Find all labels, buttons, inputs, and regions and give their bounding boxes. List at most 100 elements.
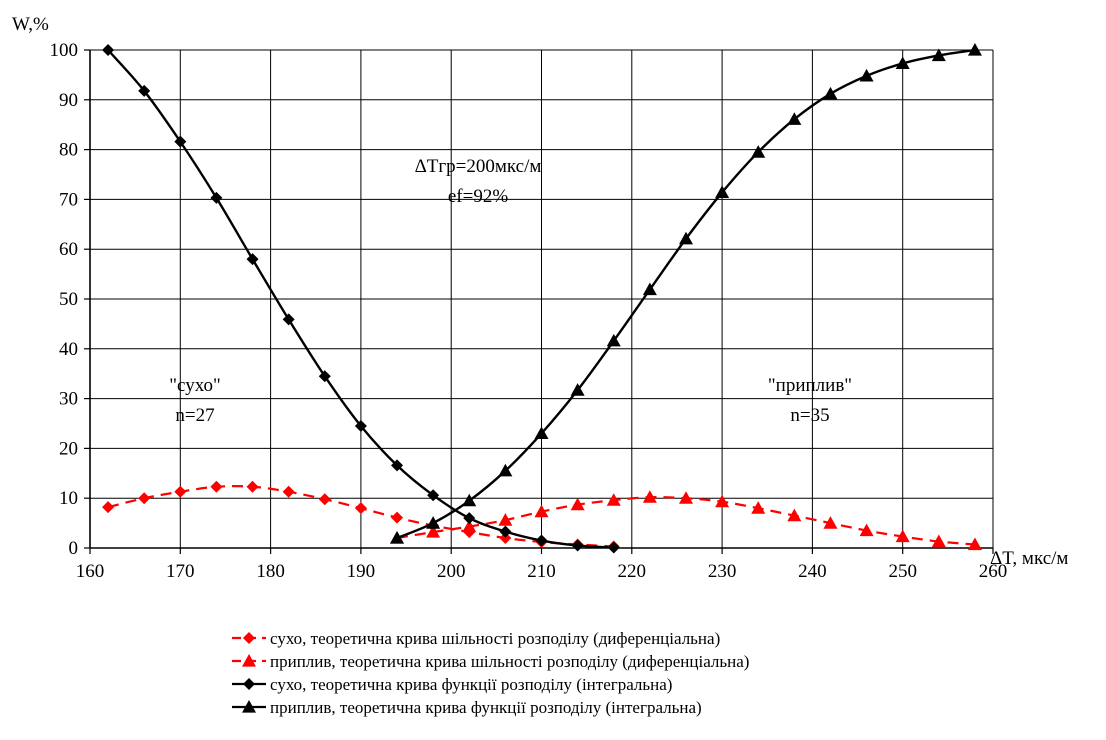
data-point-inflow-density	[895, 529, 910, 543]
y-tick-label: 80	[59, 140, 78, 161]
data-point-inflow-cumulative	[534, 426, 549, 440]
y-tick-labels: 0 10 20 30 40 50 60 70 80 90 100	[50, 40, 79, 559]
x-tick-labels: 160 170 180 190 200 210 220 230 240 250 260	[76, 561, 1008, 582]
data-point-dry-cumulative	[282, 313, 295, 326]
data-point-dry-density	[246, 480, 259, 493]
grid-lines	[90, 49, 994, 548]
x-tick-label: 160	[76, 561, 105, 582]
x-tick-label: 210	[527, 561, 556, 582]
data-point-dry-density	[102, 501, 115, 514]
inflow-zone-label: "приплив"	[768, 375, 852, 396]
y-tick-label: 40	[59, 339, 78, 360]
x-tick-label: 250	[888, 561, 917, 582]
data-point-inflow-density	[642, 490, 657, 503]
data-point-inflow-cumulative	[462, 493, 477, 507]
series-dry-cumulative	[102, 44, 620, 554]
x-tick-label: 180	[256, 561, 285, 582]
data-point-inflow-density	[823, 516, 838, 529]
data-point-dry-cumulative	[607, 541, 620, 554]
data-point-dry-cumulative	[138, 84, 151, 97]
data-point-dry-cumulative	[318, 370, 331, 383]
data-point-dry-cumulative	[246, 253, 259, 266]
series-line-dry-cumulative	[107, 49, 614, 549]
legend-label: сухо, теоретична крива шільності розподі…	[270, 629, 720, 648]
axes	[84, 49, 994, 554]
y-tick-label: 30	[59, 389, 78, 410]
data-point-dry-density	[138, 492, 151, 505]
data-point-dry-density	[318, 493, 331, 506]
x-tick-label: 260	[979, 561, 1008, 582]
data-point-inflow-density	[967, 537, 982, 551]
data-point-dry-cumulative	[427, 489, 440, 502]
legend-label: приплив, теоретична крива функції розпод…	[270, 698, 702, 717]
legend: сухо, теоретична крива шільності розподі…	[232, 629, 749, 717]
inflow-zone-count: n=35	[790, 405, 829, 426]
data-point-dry-density	[354, 502, 367, 515]
data-point-inflow-density	[462, 519, 477, 533]
y-tick-label: 50	[59, 289, 78, 310]
data-point-inflow-density	[931, 534, 946, 548]
data-point-inflow-density	[678, 491, 693, 504]
data-point-inflow-density	[751, 501, 766, 514]
legend-label: приплив, теоретична крива шільності розп…	[270, 652, 749, 671]
y-tick-label: 100	[50, 40, 79, 61]
legend-item-dry-density: сухо, теоретична крива шільності розподі…	[232, 629, 720, 648]
series-line-inflow-density	[396, 496, 976, 546]
data-point-inflow-cumulative	[751, 145, 766, 158]
y-tick-label: 90	[59, 90, 78, 111]
y-tick-label: 0	[69, 538, 79, 559]
legend-swatch-marker	[243, 632, 255, 644]
data-point-inflow-cumulative	[642, 282, 657, 296]
data-point-inflow-cumulative	[678, 231, 693, 245]
threshold-annotation-line1: ΔTгр=200мкс/м	[415, 156, 542, 177]
data-point-inflow-cumulative	[390, 531, 405, 544]
series-inflow-density	[390, 490, 982, 551]
legend-swatch-marker	[242, 700, 256, 713]
data-point-dry-cumulative	[391, 459, 404, 472]
x-tick-label: 220	[618, 561, 647, 582]
data-point-dry-cumulative	[535, 534, 548, 547]
data-point-inflow-cumulative	[931, 48, 946, 62]
data-point-inflow-cumulative	[715, 185, 730, 199]
data-point-inflow-cumulative	[967, 43, 982, 56]
data-point-inflow-density	[787, 508, 802, 522]
data-point-dry-cumulative	[354, 419, 367, 432]
data-point-dry-cumulative	[174, 135, 187, 148]
data-point-dry-density	[499, 532, 512, 545]
x-tick-label: 230	[708, 561, 737, 582]
data-point-inflow-cumulative	[426, 516, 441, 529]
legend-item-inflow-cumulative: приплив, теоретична крива функції розпод…	[232, 698, 702, 717]
series-inflow-cumulative	[390, 43, 982, 544]
data-point-dry-density	[391, 511, 404, 524]
data-point-dry-cumulative	[210, 191, 223, 204]
data-point-inflow-density	[534, 504, 549, 518]
data-point-inflow-cumulative	[823, 86, 838, 100]
data-point-inflow-cumulative	[606, 333, 621, 347]
x-tick-label: 240	[798, 561, 827, 582]
data-point-dry-cumulative	[102, 44, 115, 56]
dry-zone-count: n=27	[175, 405, 214, 426]
x-tick-label: 170	[166, 561, 195, 582]
data-point-inflow-density	[715, 494, 730, 508]
dry-zone-label: "сухо"	[169, 375, 220, 396]
y-tick-label: 70	[59, 189, 78, 210]
data-point-dry-density	[282, 485, 295, 498]
y-tick-label: 60	[59, 239, 78, 260]
x-tick-label: 200	[437, 561, 466, 582]
legend-item-dry-cumulative: сухо, теоретична крива функції розподілу…	[232, 675, 672, 694]
data-point-dry-density	[174, 485, 187, 498]
data-point-inflow-density	[426, 525, 441, 538]
legend-label: сухо, теоретична крива функції розподілу…	[270, 675, 672, 694]
data-point-dry-density	[210, 480, 223, 493]
data-point-inflow-cumulative	[498, 463, 513, 477]
legend-swatch-marker	[242, 654, 256, 667]
x-axis-label: ΔT, мкс/м	[990, 548, 1068, 569]
y-axis-label: W,%	[12, 14, 49, 35]
data-point-inflow-density	[606, 493, 621, 506]
data-point-inflow-density	[498, 513, 513, 526]
data-point-dry-cumulative	[571, 539, 584, 552]
series-layer	[102, 43, 982, 554]
data-point-inflow-density	[570, 497, 585, 511]
y-tick-label: 10	[59, 488, 78, 509]
